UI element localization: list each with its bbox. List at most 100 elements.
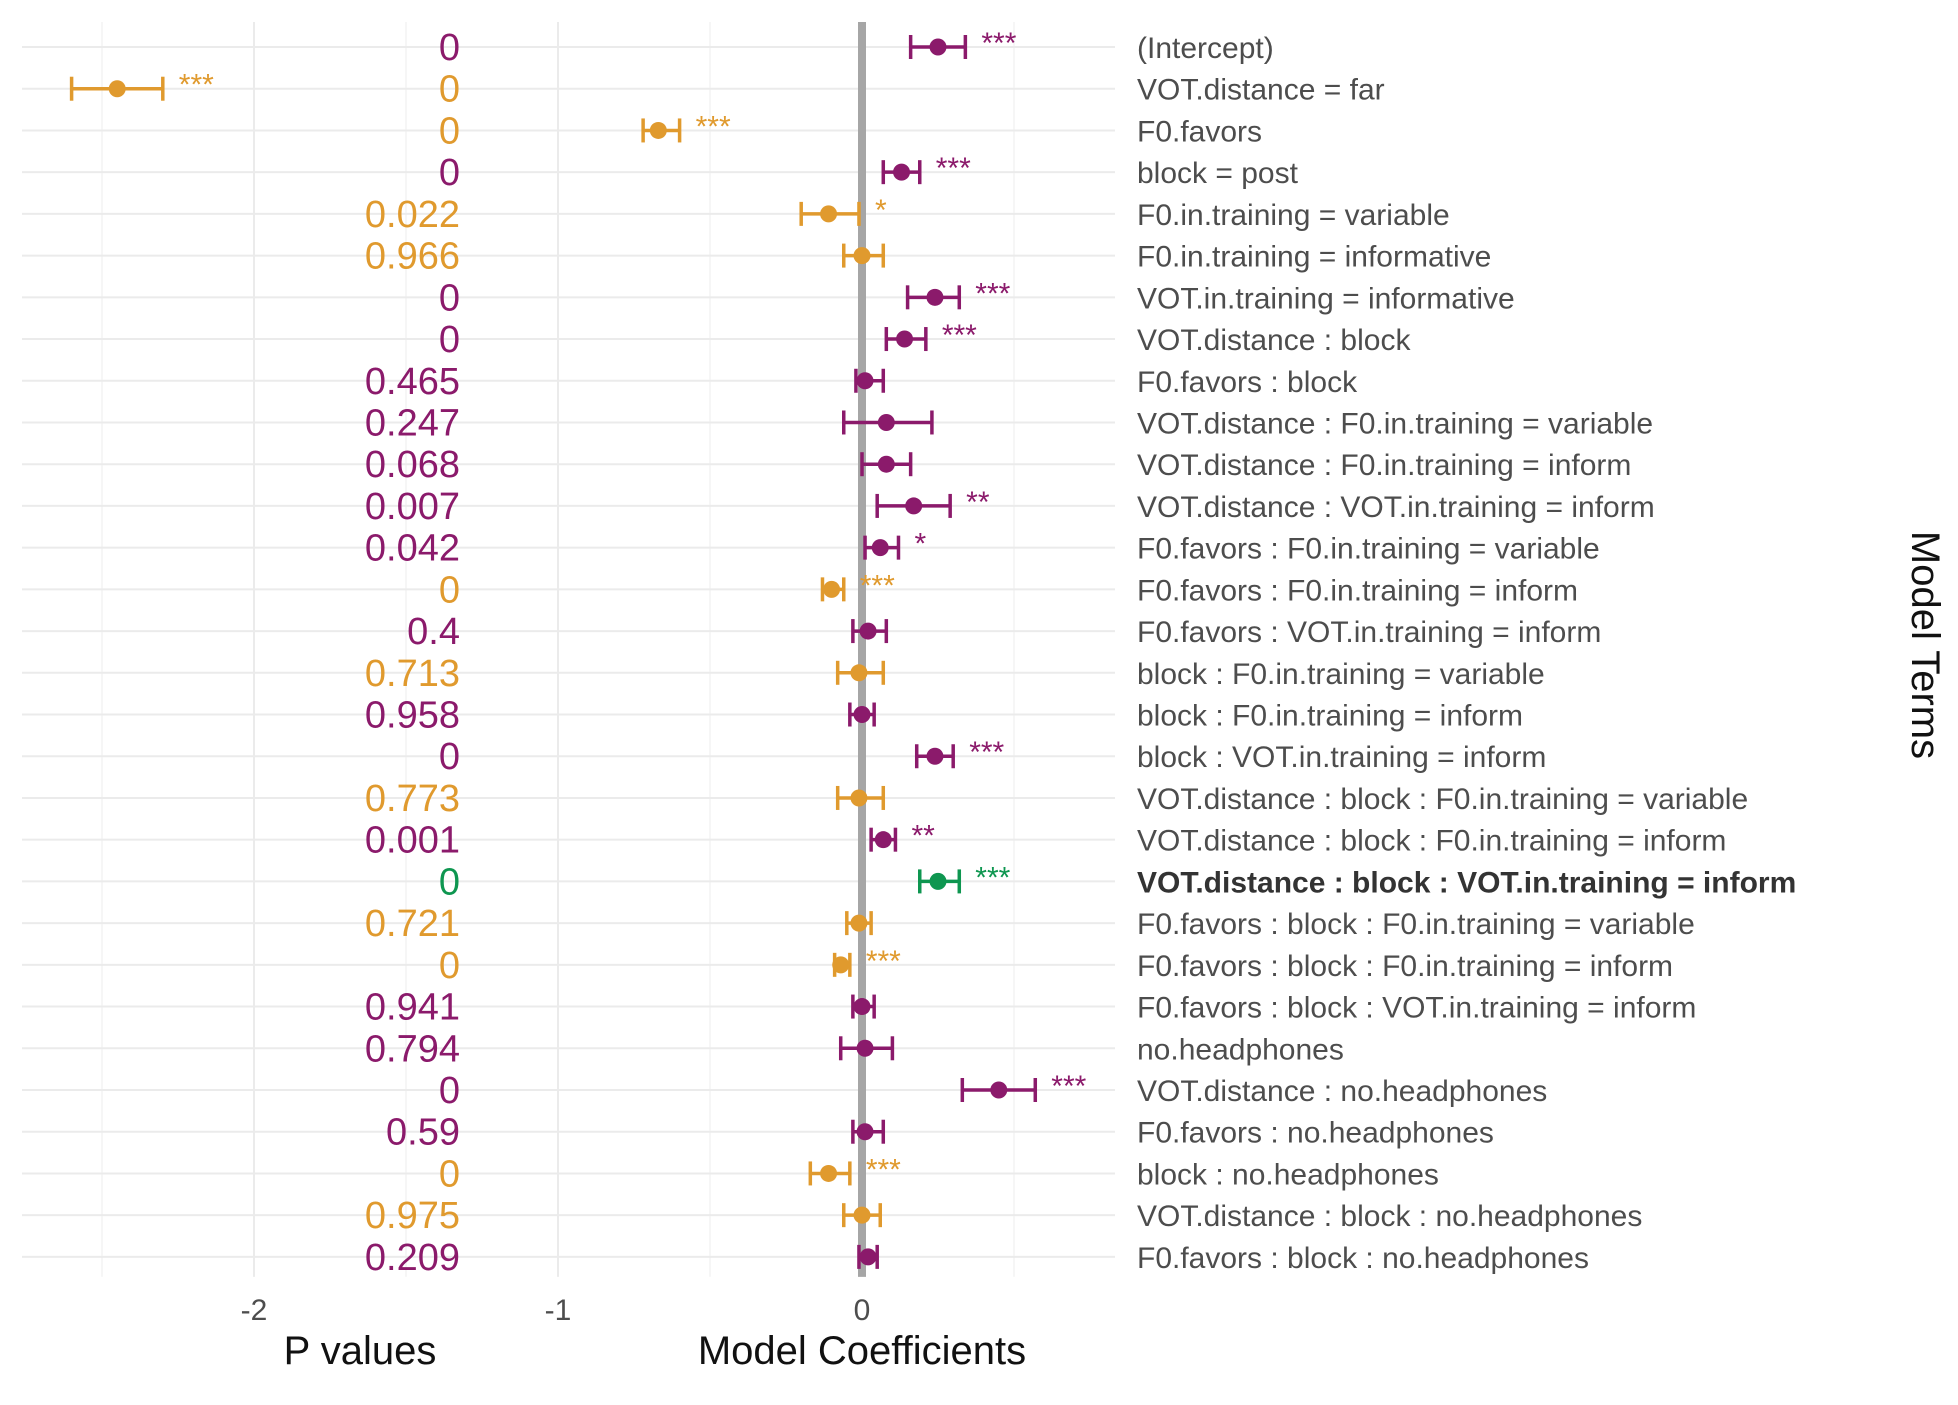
coefficient-point bbox=[896, 330, 914, 348]
coefficient-point bbox=[905, 497, 923, 515]
coefficient-point bbox=[926, 288, 944, 306]
term-label: F0.favors : VOT.in.training = inform bbox=[1137, 616, 1601, 649]
p-value-label: 0 bbox=[439, 319, 460, 361]
p-value-label: 0 bbox=[439, 736, 460, 778]
term-label: VOT.distance = far bbox=[1137, 74, 1385, 107]
p-value-label: 0 bbox=[439, 69, 460, 111]
coefficient-point bbox=[877, 413, 895, 431]
coefficient-point bbox=[929, 872, 947, 890]
significance-label: *** bbox=[981, 27, 1016, 60]
term-label: VOT.distance : F0.in.training = inform bbox=[1137, 449, 1631, 482]
significance-label: *** bbox=[975, 861, 1010, 894]
p-value-label: 0.721 bbox=[365, 903, 460, 945]
term-label: VOT.in.training = informative bbox=[1137, 282, 1515, 315]
significance-label: * bbox=[914, 528, 926, 561]
coefficient-point bbox=[874, 831, 892, 849]
coefficient-point bbox=[820, 1164, 838, 1182]
p-value-label: 0.713 bbox=[365, 653, 460, 695]
p-value-label: 0.966 bbox=[365, 236, 460, 278]
p-value-label: 0 bbox=[439, 569, 460, 611]
coefficient-point bbox=[856, 1123, 874, 1141]
coefficient-point bbox=[877, 455, 895, 473]
p-value-label: 0.975 bbox=[365, 1195, 460, 1237]
marks-layer: ****************************************… bbox=[69, 27, 1087, 1269]
coefficient-point bbox=[853, 706, 871, 724]
significance-label: * bbox=[875, 194, 887, 227]
coefficient-point bbox=[853, 998, 871, 1016]
term-label: F0.favors : F0.in.training = variable bbox=[1137, 533, 1600, 566]
term-label: F0.favors : block : F0.in.training = var… bbox=[1137, 908, 1695, 941]
term-label: block : F0.in.training = inform bbox=[1137, 700, 1523, 733]
term-label: VOT.distance : F0.in.training = variable bbox=[1137, 407, 1653, 440]
p-value-label: 0 bbox=[439, 861, 460, 903]
p-value-label: 0.773 bbox=[365, 778, 460, 820]
significance-label: ** bbox=[911, 820, 935, 853]
significance-label: *** bbox=[866, 1153, 901, 1186]
significance-label: *** bbox=[1051, 1070, 1086, 1103]
term-label: F0.favors : F0.in.training = inform bbox=[1137, 574, 1578, 607]
term-label: F0.favors : block : no.headphones bbox=[1137, 1242, 1589, 1275]
term-label: F0.favors : no.headphones bbox=[1137, 1117, 1494, 1150]
p-value-label: 0 bbox=[439, 27, 460, 69]
coefficient-point bbox=[832, 956, 850, 974]
coefficient-point bbox=[856, 1039, 874, 1057]
term-label: block : no.headphones bbox=[1137, 1158, 1439, 1191]
term-label: VOT.distance : VOT.in.training = inform bbox=[1137, 491, 1655, 524]
axis-layer: Model Coefficients P values Model Terms … bbox=[241, 531, 1947, 1373]
y-axis-title: Model Terms bbox=[1903, 531, 1947, 759]
coefficient-point bbox=[823, 580, 841, 598]
pvalue-layer: 00000.0220.966000.4650.2470.0680.0070.04… bbox=[365, 27, 460, 1279]
p-value-label: 0.958 bbox=[365, 695, 460, 737]
p-value-label: 0.941 bbox=[365, 987, 460, 1029]
coefficient-point bbox=[853, 247, 871, 265]
x-tick-label: -2 bbox=[241, 1294, 268, 1327]
term-label-layer: (Intercept) VOT.distance = far F0.favors bl… bbox=[1137, 32, 1796, 1275]
p-value-label: 0 bbox=[439, 110, 460, 152]
coefficient-point bbox=[859, 622, 877, 640]
grid-layer bbox=[22, 22, 1115, 1277]
coefficient-point bbox=[820, 205, 838, 223]
coefficient-point bbox=[853, 1206, 871, 1224]
coefficient-point bbox=[926, 747, 944, 765]
pvalues-title: P values bbox=[284, 1329, 437, 1373]
x-tick-label: 0 bbox=[854, 1294, 871, 1327]
term-label: F0.in.training = informative bbox=[1137, 241, 1491, 274]
coefficient-point bbox=[850, 914, 868, 932]
significance-label: *** bbox=[696, 110, 731, 143]
coefficient-point bbox=[856, 372, 874, 390]
term-label: VOT.distance : block : F0.in.training = … bbox=[1137, 825, 1726, 858]
p-value-label: 0.022 bbox=[365, 194, 460, 236]
p-value-label: 0.794 bbox=[365, 1028, 460, 1070]
significance-label: *** bbox=[936, 152, 971, 185]
significance-label: *** bbox=[860, 569, 895, 602]
p-value-label: 0 bbox=[439, 945, 460, 987]
p-value-label: 0.068 bbox=[365, 444, 460, 486]
p-value-label: 0.007 bbox=[365, 486, 460, 528]
p-value-label: 0 bbox=[439, 152, 460, 194]
term-label: F0.favors bbox=[1137, 115, 1262, 148]
term-label: VOT.distance : block bbox=[1137, 324, 1411, 357]
term-label: no.headphones bbox=[1137, 1033, 1344, 1066]
term-label: F0.favors : block : VOT.in.training = in… bbox=[1137, 992, 1696, 1025]
term-label: F0.favors : block bbox=[1137, 366, 1358, 399]
coefficient-point bbox=[108, 80, 126, 98]
significance-label: *** bbox=[866, 945, 901, 978]
term-label: block : F0.in.training = variable bbox=[1137, 658, 1545, 691]
significance-label: *** bbox=[969, 736, 1004, 769]
p-value-label: 0.042 bbox=[365, 528, 460, 570]
term-label: VOT.distance : block : F0.in.training = … bbox=[1137, 783, 1748, 816]
p-value-label: 0 bbox=[439, 1153, 460, 1195]
p-value-label: 0.001 bbox=[365, 820, 460, 862]
significance-label: *** bbox=[975, 277, 1010, 310]
term-label: VOT.distance : no.headphones bbox=[1137, 1075, 1547, 1108]
significance-label: *** bbox=[942, 319, 977, 352]
p-value-label: 0.247 bbox=[365, 402, 460, 444]
p-value-label: 0.209 bbox=[365, 1237, 460, 1279]
term-label: VOT.distance : block : no.headphones bbox=[1137, 1200, 1642, 1233]
term-label: F0.favors : block : F0.in.training = inf… bbox=[1137, 950, 1673, 983]
x-axis-title: Model Coefficients bbox=[698, 1329, 1026, 1373]
p-value-label: 0.59 bbox=[386, 1112, 460, 1154]
significance-label: *** bbox=[179, 69, 214, 102]
coefficient-point bbox=[871, 539, 889, 557]
